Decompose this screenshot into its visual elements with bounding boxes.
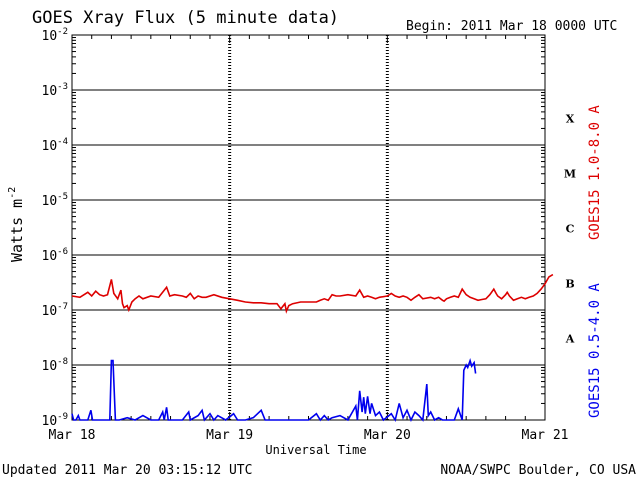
y-axis-label: Watts m-2	[7, 187, 26, 262]
chart-title: GOES Xray Flux (5 minute data)	[32, 8, 339, 28]
flare-class-x: X	[566, 113, 575, 126]
y-axis-label-exponent: -2	[7, 187, 18, 199]
day-separators	[228, 35, 389, 420]
x-tick-label: Mar 18	[49, 428, 96, 443]
x-axis-label: Universal Time	[265, 443, 366, 457]
legend-short-channel: GOES15 0.5-4.0 A	[587, 283, 603, 418]
y-tick-label: 10-9	[42, 412, 69, 429]
y-tick-label: 10-8	[42, 357, 69, 374]
flare-class-c: C	[566, 223, 575, 236]
series-line-long	[71, 273, 554, 314]
x-tick-labels: Mar 18 Mar 19 Mar 20 Mar 21	[49, 428, 569, 443]
y-tick-label: 10-4	[42, 137, 69, 154]
begin-date: Begin: 2011 Mar 18 0000 UTC	[406, 19, 617, 34]
flare-class-labels: A B C M X	[564, 113, 576, 346]
flare-class-b: B	[565, 278, 574, 291]
y-tick-label: 10-6	[42, 247, 69, 264]
legend-long-channel: GOES15 1.0-8.0 A	[587, 105, 603, 240]
flare-class-a: A	[565, 333, 575, 346]
y-tick-label: 10-5	[42, 192, 69, 209]
x-tick-label: Mar 19	[206, 428, 253, 443]
y-tick-label: 10-7	[42, 302, 69, 319]
y-tick-label: 10-2	[42, 27, 69, 44]
series-line-short	[71, 357, 477, 423]
legend-goes15-short: GOES15 0.5-4.0 A	[587, 283, 603, 418]
axis-ticks	[71, 35, 546, 420]
series-lines	[71, 273, 554, 423]
svg-text:Watts m-2: Watts m-2	[7, 187, 26, 262]
x-tick-label: Mar 20	[364, 428, 411, 443]
horizontal-gridlines	[72, 89, 545, 366]
updated-timestamp: Updated 2011 Mar 20 03:15:12 UTC	[2, 463, 252, 478]
y-axis-label-text: Watts m	[8, 199, 26, 262]
y-tick-labels: 10-9 10-8 10-7 10-6 10-5 10-4 10-3 10-2	[42, 27, 69, 429]
y-tick-label: 10-3	[42, 82, 69, 99]
credit-line: NOAA/SWPC Boulder, CO USA	[440, 463, 636, 478]
flare-class-m: M	[564, 168, 576, 181]
legend-goes15-long: GOES15 1.0-8.0 A	[587, 105, 603, 240]
x-tick-label: Mar 21	[522, 428, 569, 443]
